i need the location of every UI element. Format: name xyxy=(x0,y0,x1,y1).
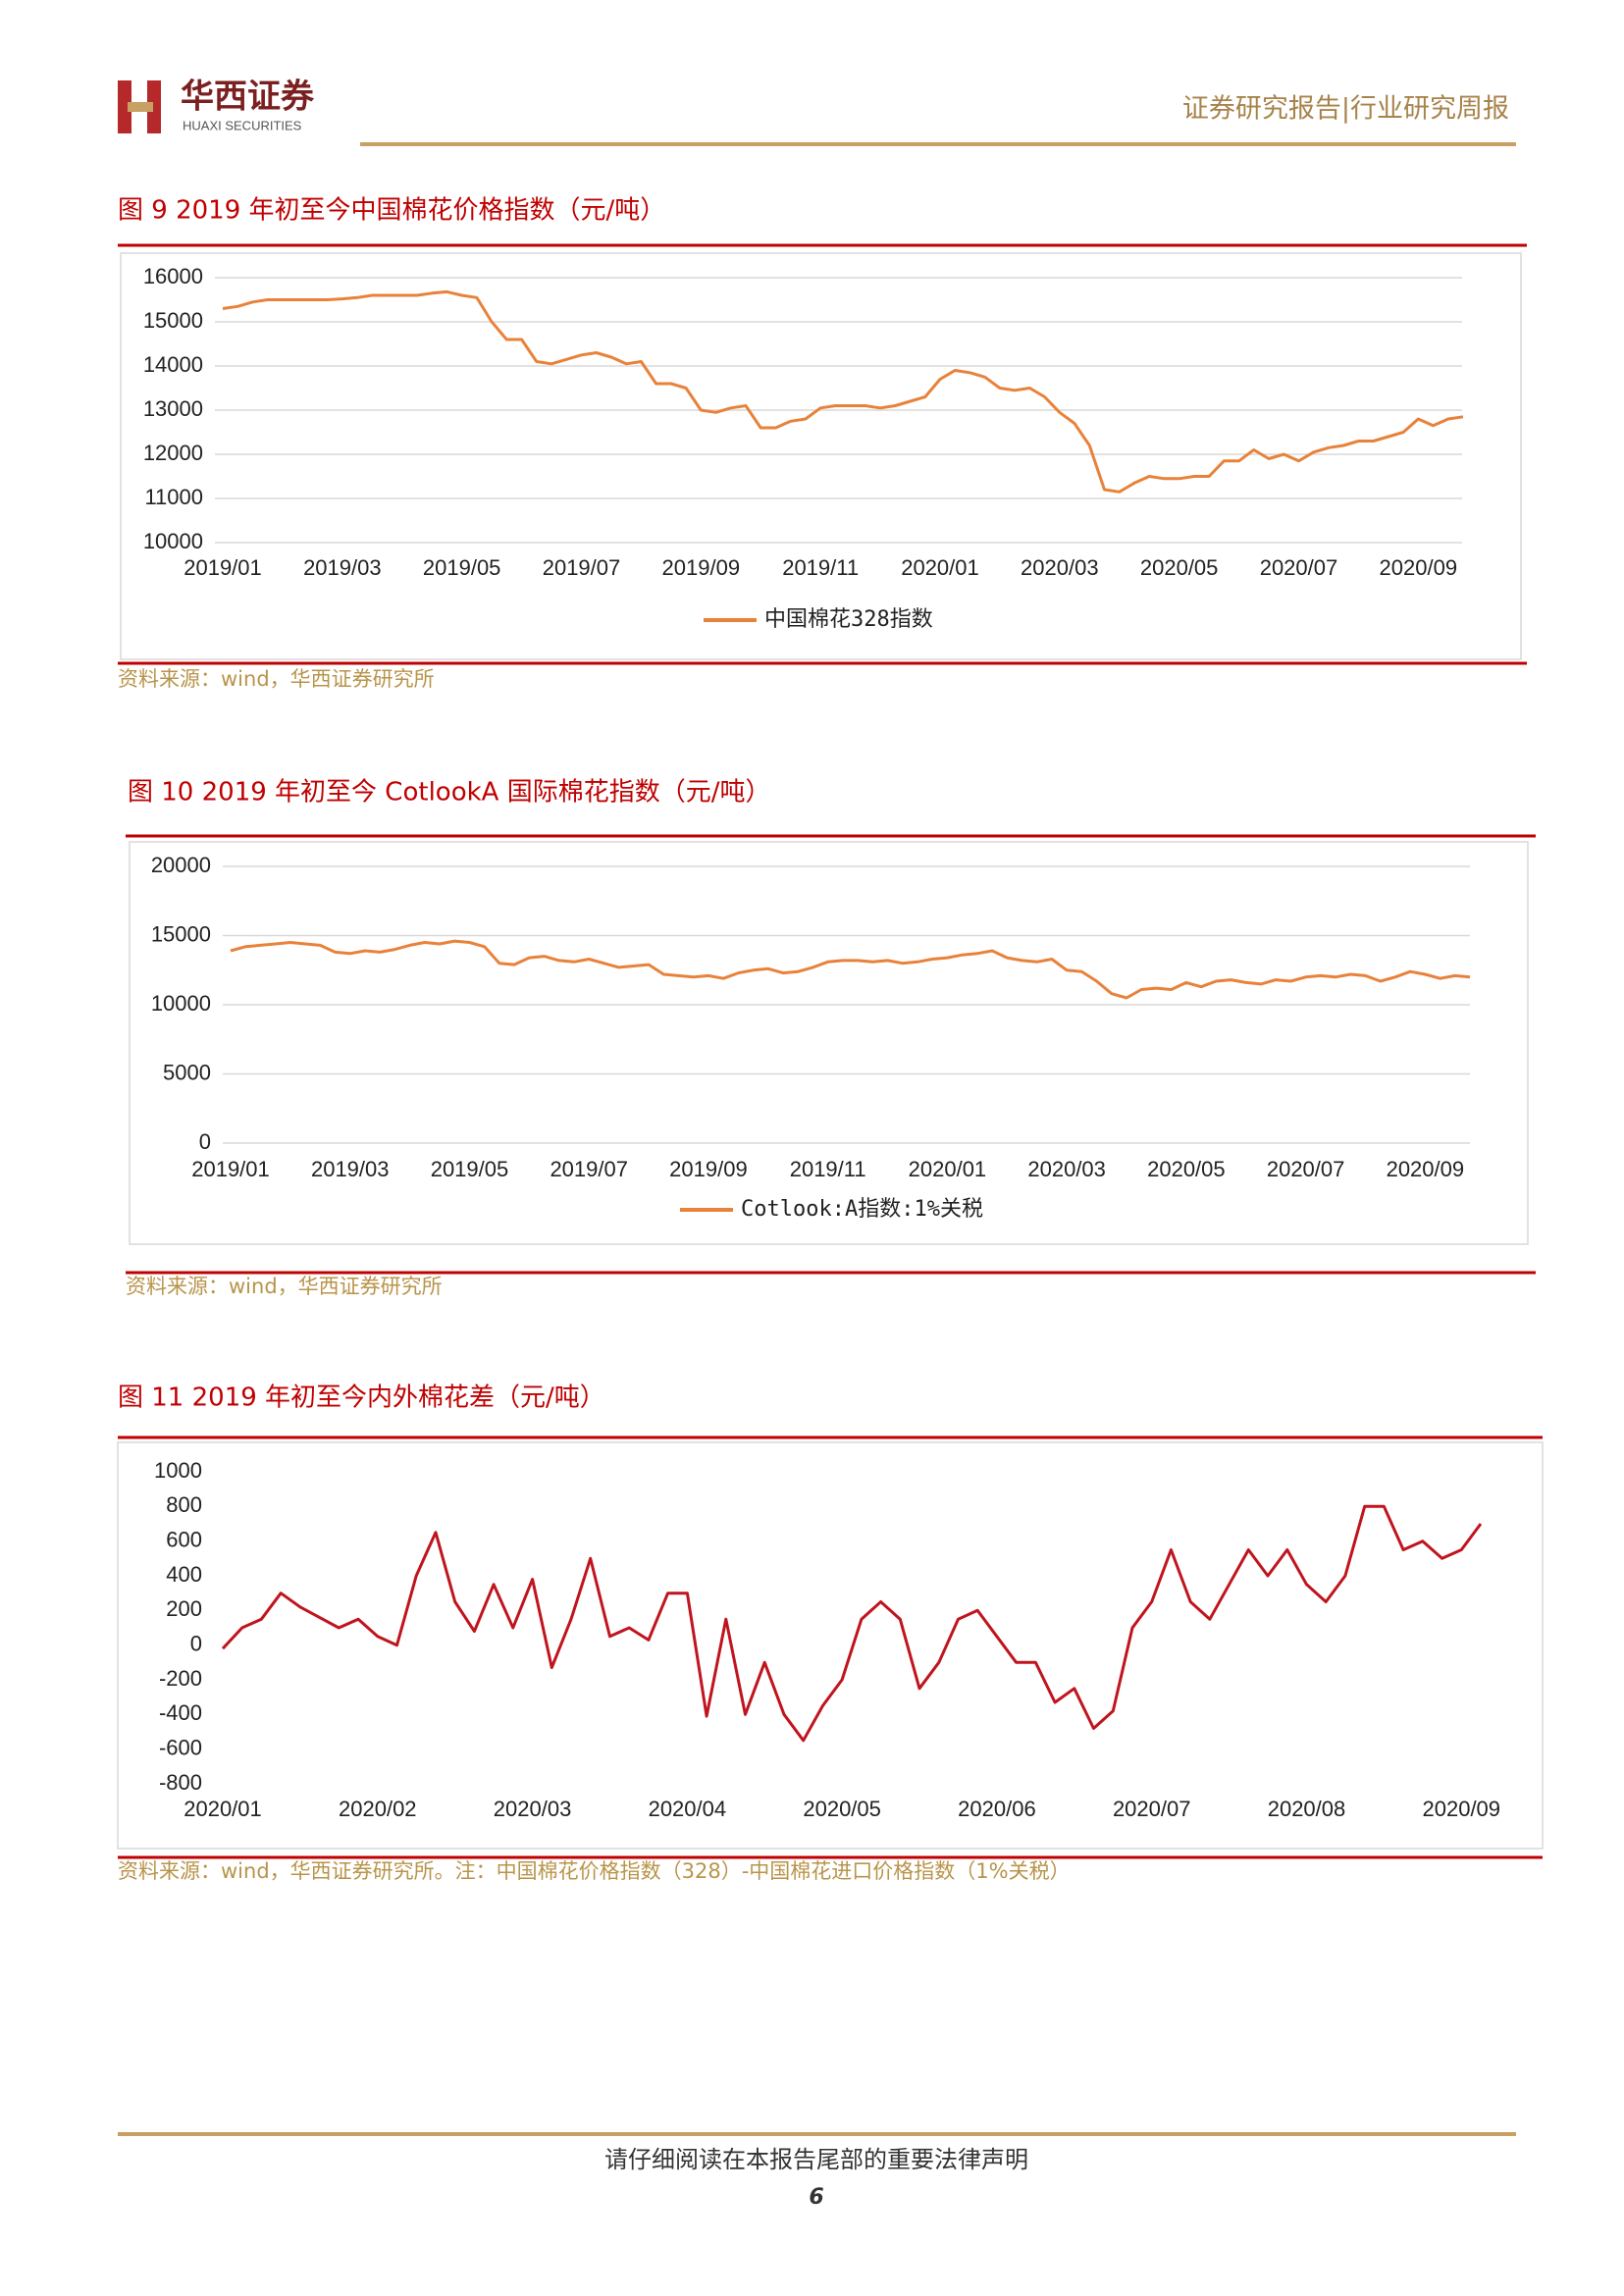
chart-frame xyxy=(117,1441,1544,1850)
x-tick-label: 2019/07 xyxy=(543,555,621,580)
y-tick-label: 10000 xyxy=(143,529,203,553)
y-tick-label: 0 xyxy=(190,1631,202,1655)
x-tick-label: 2019/03 xyxy=(311,1157,390,1181)
logo-bar xyxy=(147,80,161,133)
x-tick-label: 2020/09 xyxy=(1423,1797,1501,1821)
y-tick-label: 15000 xyxy=(151,921,211,946)
y-tick-label: 200 xyxy=(166,1596,202,1621)
x-tick-label: 2019/05 xyxy=(423,555,501,580)
page-number: 6 xyxy=(809,2185,823,2210)
source-note: 资料来源：wind，华西证券研究所。注：中国棉花价格指数（328）-中国棉花进口… xyxy=(118,1859,1071,1883)
brand-en: HUAXI SECURITIES xyxy=(183,118,302,132)
figure-caption: 图 11 2019 年初至今内外棉花差（元/吨） xyxy=(118,1383,605,1413)
legend-label: Cotlook:A指数:1%关税 xyxy=(741,1197,983,1222)
y-tick-label: 5000 xyxy=(163,1060,211,1084)
x-tick-label: 2019/09 xyxy=(669,1157,748,1181)
x-tick-label: 2019/01 xyxy=(183,555,262,580)
x-tick-label: 2020/07 xyxy=(1113,1797,1191,1821)
logo: 华西证券 HUAXI SECURITIES xyxy=(118,78,315,133)
x-tick-label: 2020/01 xyxy=(901,555,979,580)
chart-frame xyxy=(129,841,1529,1245)
y-tick-label: 14000 xyxy=(143,352,203,377)
y-tick-label: 16000 xyxy=(143,264,203,288)
y-tick-label: 20000 xyxy=(151,853,211,877)
x-tick-label: 2019/07 xyxy=(550,1157,628,1181)
y-tick-label: -600 xyxy=(159,1735,202,1759)
x-tick-label: 2020/03 xyxy=(1021,555,1099,580)
x-tick-label: 2019/03 xyxy=(303,555,382,580)
data-line xyxy=(221,1504,1483,1743)
y-tick-label: 1000 xyxy=(154,1458,202,1483)
x-tick-label: 2020/05 xyxy=(1140,555,1219,580)
x-tick-label: 2020/03 xyxy=(494,1797,572,1821)
x-tick-label: 2019/01 xyxy=(191,1157,270,1181)
logo-bar xyxy=(118,80,131,133)
y-tick-label: 600 xyxy=(166,1527,202,1551)
y-tick-label: 10000 xyxy=(151,991,211,1016)
y-tick-label: -200 xyxy=(159,1666,202,1691)
legend-label: 中国棉花328指数 xyxy=(764,607,933,632)
data-line xyxy=(230,939,1471,1000)
brand-cn: 华西证券 xyxy=(181,78,315,117)
x-tick-label: 2020/01 xyxy=(909,1157,987,1181)
y-tick-label: -800 xyxy=(159,1770,202,1795)
x-tick-label: 2020/04 xyxy=(649,1797,727,1821)
chart-frame xyxy=(120,252,1522,660)
x-tick-label: 2020/01 xyxy=(183,1797,262,1821)
x-tick-label: 2020/05 xyxy=(1147,1157,1226,1181)
disclaimer: 请仔细阅读在本报告尾部的重要法律声明 xyxy=(604,2146,1028,2173)
x-tick-label: 2020/07 xyxy=(1260,555,1338,580)
source-note: 资料来源：wind，华西证券研究所 xyxy=(118,667,435,691)
x-tick-label: 2019/11 xyxy=(782,555,859,580)
x-tick-label: 2020/09 xyxy=(1380,555,1458,580)
data-line xyxy=(222,289,1464,494)
y-tick-label: 13000 xyxy=(143,396,203,421)
y-tick-label: 400 xyxy=(166,1562,202,1587)
y-tick-label: 11000 xyxy=(144,485,203,509)
report-type: 证券研究报告|行业研究周报 xyxy=(1182,94,1509,125)
y-tick-label: 0 xyxy=(199,1129,211,1154)
y-tick-label: 800 xyxy=(166,1492,202,1517)
x-tick-label: 2020/07 xyxy=(1267,1157,1345,1181)
x-tick-label: 2020/05 xyxy=(803,1797,881,1821)
y-tick-label: -400 xyxy=(159,1700,202,1725)
figure-caption: 图 10 2019 年初至今 CotlookA 国际棉花指数（元/吨） xyxy=(128,778,770,808)
x-tick-label: 2019/09 xyxy=(662,555,741,580)
x-tick-label: 2019/11 xyxy=(790,1157,866,1181)
x-tick-label: 2020/09 xyxy=(1387,1157,1465,1181)
x-tick-label: 2019/05 xyxy=(431,1157,509,1181)
figure-caption: 图 9 2019 年初至今中国棉花价格指数（元/吨） xyxy=(118,196,665,226)
source-note: 资料来源：wind，华西证券研究所 xyxy=(126,1275,443,1298)
x-tick-label: 2020/02 xyxy=(339,1797,417,1821)
x-tick-label: 2020/03 xyxy=(1027,1157,1106,1181)
y-tick-label: 15000 xyxy=(143,308,203,333)
x-tick-label: 2020/08 xyxy=(1268,1797,1346,1821)
logo-bar xyxy=(128,102,153,112)
y-tick-label: 12000 xyxy=(143,441,203,465)
x-tick-label: 2020/06 xyxy=(958,1797,1036,1821)
